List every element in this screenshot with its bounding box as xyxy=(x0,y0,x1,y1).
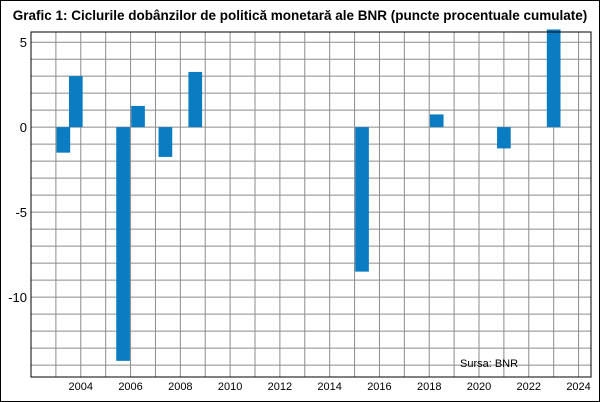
bar xyxy=(546,29,561,128)
bar xyxy=(188,71,203,128)
bar xyxy=(497,127,511,149)
bar xyxy=(355,127,369,272)
x-tick-label: 2004 xyxy=(69,381,93,393)
x-tick-label: 2008 xyxy=(168,381,192,393)
bar xyxy=(131,105,145,128)
y-tick-label: 0 xyxy=(20,120,27,135)
y-tick-label: 5 xyxy=(20,35,27,50)
y-tick-label: -5 xyxy=(15,205,27,220)
bar xyxy=(56,127,71,153)
x-tick-label: 2022 xyxy=(517,381,541,393)
x-tick-label: 2014 xyxy=(317,381,341,393)
x-tick-label: 2020 xyxy=(467,381,491,393)
grid xyxy=(31,32,591,377)
bar xyxy=(68,76,83,128)
x-tick-label: 2016 xyxy=(367,381,391,393)
bar xyxy=(158,127,173,157)
bars xyxy=(56,29,561,361)
y-tick-label: -10 xyxy=(8,290,27,305)
chart-title: Grafic 1: Ciclurile dobânzilor de politi… xyxy=(12,8,588,23)
source-note: Sursa: BNR xyxy=(460,358,518,370)
x-tick-label: 2010 xyxy=(218,381,242,393)
bar xyxy=(116,127,130,361)
x-tick-label: 2006 xyxy=(118,381,142,393)
plot-border xyxy=(30,31,592,378)
tick-labels: 5 0 -5 -10 2004 2006 2008 2010 2012 2014 2016 2018 2… xyxy=(8,35,591,393)
bar xyxy=(429,114,444,128)
x-tick-label: 2012 xyxy=(268,381,292,393)
x-tick-label: 2018 xyxy=(417,381,441,393)
x-tick-label: 2024 xyxy=(566,381,590,393)
